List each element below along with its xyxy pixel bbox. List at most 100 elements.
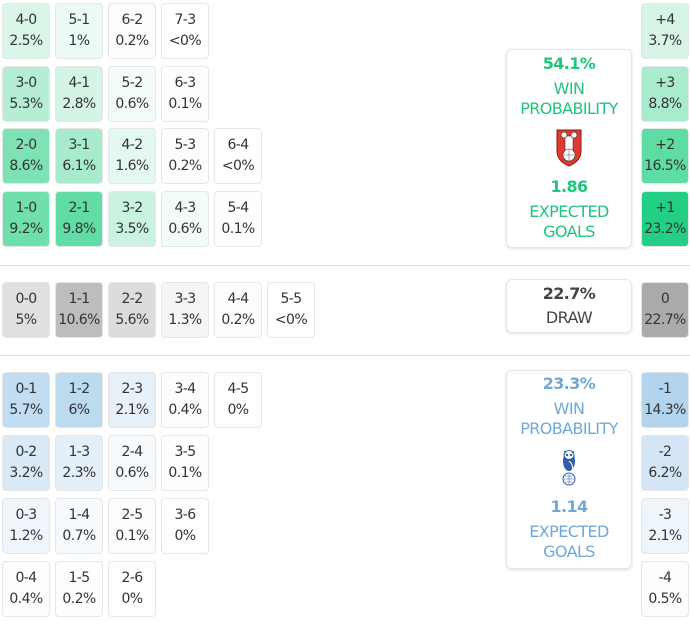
score-label: 4-4 — [227, 291, 249, 307]
away-xg-label-1: EXPECTED — [529, 522, 609, 541]
margin-label: 0 — [660, 291, 670, 307]
score-cell[interactable]: 1-2 6% — [55, 372, 103, 428]
score-cell[interactable]: 4-2 1.6% — [108, 128, 156, 184]
divider-bottom — [0, 355, 690, 356]
score-cell[interactable]: 3-3 1.3% — [161, 282, 209, 338]
score-label: 0-4 — [15, 570, 37, 586]
score-label: 4-0 — [15, 12, 37, 28]
score-cell[interactable]: 6-2 0.2% — [108, 3, 156, 59]
score-probability: 0.6% — [168, 221, 202, 237]
score-label: 0-3 — [15, 507, 37, 523]
score-cell[interactable]: 2-0 8.6% — [2, 128, 50, 184]
score-probability: 0.1% — [168, 96, 202, 112]
score-cell[interactable]: 0-2 3.2% — [2, 435, 50, 491]
score-probability: 0.4% — [9, 591, 43, 607]
margin-cell-minus-3[interactable]: -3 2.1% — [641, 498, 689, 554]
score-probability: 9.8% — [62, 221, 96, 237]
score-cell[interactable]: 2-3 2.1% — [108, 372, 156, 428]
score-cell[interactable]: 2-6 0% — [108, 561, 156, 617]
score-cell[interactable]: 2-4 0.6% — [108, 435, 156, 491]
score-label: 3-3 — [174, 291, 196, 307]
away-win-label-2: PROBABILITY — [520, 419, 618, 438]
score-cell[interactable]: 1-5 0.2% — [55, 561, 103, 617]
score-label: 3-4 — [174, 381, 196, 397]
score-cell[interactable]: 3-6 0% — [161, 498, 209, 554]
score-cell[interactable]: 4-5 0% — [214, 372, 262, 428]
score-cell[interactable]: 6-4 <0% — [214, 128, 262, 184]
score-probability: <0% — [274, 312, 308, 328]
score-label: 3-2 — [121, 200, 143, 216]
margin-cell-minus-2[interactable]: -2 6.2% — [641, 435, 689, 491]
score-cell[interactable]: 1-3 2.3% — [55, 435, 103, 491]
margin-probability: 8.8% — [648, 96, 682, 112]
score-cell[interactable]: 5-4 0.1% — [214, 191, 262, 247]
score-label: 1-3 — [68, 444, 90, 460]
score-cell[interactable]: 3-0 5.3% — [2, 66, 50, 122]
margin-cell-plus-1[interactable]: +1 23.2% — [641, 191, 689, 247]
score-cell[interactable]: 2-1 9.8% — [55, 191, 103, 247]
margin-label: +2 — [655, 137, 675, 153]
score-cell[interactable]: 5-1 1% — [55, 3, 103, 59]
score-cell[interactable]: 7-3 <0% — [161, 3, 209, 59]
margin-label: +4 — [655, 12, 675, 28]
score-cell[interactable]: 1-4 0.7% — [55, 498, 103, 554]
margin-cell-zero[interactable]: 0 22.7% — [641, 282, 689, 338]
score-probability: 1.3% — [168, 312, 202, 328]
score-probability: 0% — [227, 402, 249, 418]
score-cell[interactable]: 4-0 2.5% — [2, 3, 50, 59]
score-cell[interactable]: 0-1 5.7% — [2, 372, 50, 428]
score-cell[interactable]: 5-3 0.2% — [161, 128, 209, 184]
score-label: 1-4 — [68, 507, 90, 523]
sheffield-wednesday-owl-crest-icon — [557, 447, 581, 491]
home-team-card: 54.1% WIN PROBABILITY 1.86 EXPECTED GOAL… — [506, 49, 632, 248]
score-cell[interactable]: 0-0 5% — [2, 282, 50, 338]
score-cell[interactable]: 4-1 2.8% — [55, 66, 103, 122]
score-label: 4-2 — [121, 137, 143, 153]
score-probability: 0% — [174, 528, 196, 544]
score-cell[interactable]: 6-3 0.1% — [161, 66, 209, 122]
margin-cell-minus-4[interactable]: -4 0.5% — [641, 561, 689, 617]
score-cell[interactable]: 0-3 1.2% — [2, 498, 50, 554]
score-probability: 0% — [121, 591, 143, 607]
home-win-label-1: WIN — [553, 79, 585, 98]
score-cell[interactable]: 1-1 10.6% — [55, 282, 103, 338]
score-cell[interactable]: 3-2 3.5% — [108, 191, 156, 247]
score-cell[interactable]: 4-4 0.2% — [214, 282, 262, 338]
margin-cell-plus-2[interactable]: +2 16.5% — [641, 128, 689, 184]
margin-probability: 16.5% — [644, 158, 686, 174]
divider-top — [0, 265, 690, 266]
score-label: 2-5 — [121, 507, 143, 523]
score-probability: 2.1% — [115, 402, 149, 418]
score-cell[interactable]: 3-1 6.1% — [55, 128, 103, 184]
score-probability: 5% — [15, 312, 37, 328]
score-cell[interactable]: 3-5 0.1% — [161, 435, 209, 491]
score-cell[interactable]: 0-4 0.4% — [2, 561, 50, 617]
score-label: 4-5 — [227, 381, 249, 397]
score-probability: 0.6% — [115, 96, 149, 112]
score-cell[interactable]: 2-5 0.1% — [108, 498, 156, 554]
score-label: 0-1 — [15, 381, 37, 397]
margin-cell-plus-3[interactable]: +3 8.8% — [641, 66, 689, 122]
score-cell[interactable]: 2-2 5.6% — [108, 282, 156, 338]
draw-card: 22.7% DRAW — [506, 279, 632, 333]
score-label: 2-3 — [121, 381, 143, 397]
score-label: 7-3 — [174, 12, 196, 28]
score-label: 5-1 — [68, 12, 90, 28]
margin-cell-plus-4[interactable]: +4 3.7% — [641, 3, 689, 59]
score-probability: 5.3% — [9, 96, 43, 112]
score-cell[interactable]: 5-5 <0% — [267, 282, 315, 338]
score-probability: 8.6% — [9, 158, 43, 174]
score-probability: 3.2% — [9, 465, 43, 481]
score-probability: 2.8% — [62, 96, 96, 112]
margin-probability: 22.7% — [644, 312, 686, 328]
score-cell[interactable]: 3-4 0.4% — [161, 372, 209, 428]
score-cell[interactable]: 1-0 9.2% — [2, 191, 50, 247]
score-label: 3-6 — [174, 507, 196, 523]
score-cell[interactable]: 5-2 0.6% — [108, 66, 156, 122]
score-label: 2-6 — [121, 570, 143, 586]
score-label: 3-1 — [68, 137, 90, 153]
score-probability: 5.6% — [115, 312, 149, 328]
margin-cell-minus-1[interactable]: -1 14.3% — [641, 372, 689, 428]
score-cell[interactable]: 4-3 0.6% — [161, 191, 209, 247]
margin-probability: 2.1% — [648, 528, 682, 544]
